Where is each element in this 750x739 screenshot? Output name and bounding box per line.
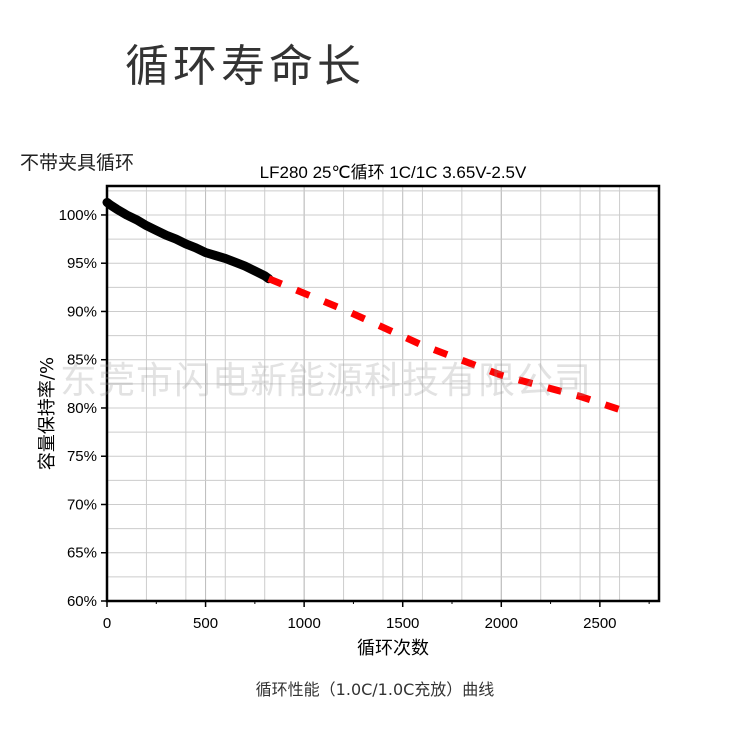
measured-data-point [211,251,220,260]
x-tick-label: 2500 [583,615,616,632]
measured-data-point [132,215,141,224]
y-tick-label: 65% [67,545,97,562]
x-tick-label: 2000 [485,615,518,632]
projected-series-line [267,275,631,417]
measured-data-point [240,261,250,271]
page-subheading: 不带夹具循环 [20,152,135,174]
page-heading: 循环寿命长 [125,41,365,92]
y-tick-label: 75% [67,448,97,465]
measured-data-point [171,234,181,244]
x-axis-label: 循环次数 [357,638,429,659]
chart-ticks: 0 500 1000 1500 2000 2500 60% 65% 70% 75% 80% 85% 90… [59,207,650,632]
measured-data-point [221,254,230,263]
measured-data-point [112,204,122,214]
chart-grid [107,186,659,601]
measured-data-point [181,239,191,249]
x-tick-label: 1500 [386,615,419,632]
measured-data-point [142,221,151,230]
chart-title: LF280 25℃循环 1C/1C 3.65V-2.5V [260,163,527,182]
measured-data-point [106,201,116,210]
y-tick-label: 60% [67,593,97,610]
plot-frame [105,184,661,603]
x-tick-label: 0 [103,615,111,632]
company-watermark: 东莞市闪电新能源科技有限公司 [60,359,592,402]
y-tick-label: 80% [67,400,97,417]
chart-caption: 循环性能（1.0C/1.0C充放）曲线 [255,680,495,699]
y-tick-label: 85% [67,352,97,369]
measured-data-point [191,243,200,252]
x-tick-label: 1000 [287,615,320,632]
y-axis-label: 容量保持率/% [37,357,58,470]
measured-data-point [152,226,161,235]
measured-data-point [230,258,240,267]
x-tick-label: 500 [193,615,218,632]
y-tick-label: 95% [67,255,97,272]
y-tick-label: 100% [59,207,97,224]
measured-data-point [250,266,260,276]
measured-data-point [122,210,131,220]
measured-data-point [161,231,171,240]
y-tick-label: 70% [67,496,97,513]
chart-series [102,197,631,417]
measured-data-point [201,248,210,257]
y-tick-label: 90% [67,303,97,320]
